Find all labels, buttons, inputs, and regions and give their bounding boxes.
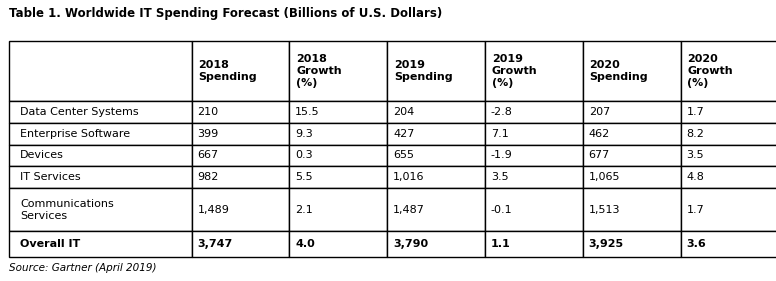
Bar: [9, 145, 192, 166]
Bar: [192, 166, 289, 188]
Bar: [387, 145, 485, 166]
Text: 5.5: 5.5: [296, 172, 313, 182]
Bar: [289, 166, 387, 188]
Text: Enterprise Software: Enterprise Software: [20, 129, 130, 139]
Text: 1.7: 1.7: [687, 107, 704, 117]
Bar: [681, 123, 776, 145]
Text: 4.8: 4.8: [687, 172, 705, 182]
Bar: [583, 123, 681, 145]
Text: 1.7: 1.7: [687, 205, 704, 214]
Text: 2019
Growth
(%): 2019 Growth (%): [492, 54, 538, 88]
Text: 15.5: 15.5: [296, 107, 320, 117]
Bar: [485, 188, 583, 231]
Text: 982: 982: [198, 172, 219, 182]
Text: 1,487: 1,487: [393, 205, 425, 214]
Text: Source: Gartner (April 2019): Source: Gartner (April 2019): [9, 262, 157, 273]
Text: 667: 667: [198, 150, 219, 160]
Text: 655: 655: [393, 150, 414, 160]
Bar: [192, 123, 289, 145]
Text: 2019
Spending: 2019 Spending: [394, 60, 452, 82]
Text: Table 1. Worldwide IT Spending Forecast (Billions of U.S. Dollars): Table 1. Worldwide IT Spending Forecast …: [9, 7, 442, 20]
Text: 677: 677: [589, 150, 610, 160]
Bar: [192, 41, 289, 101]
Text: 207: 207: [589, 107, 610, 117]
Text: -0.1: -0.1: [491, 205, 512, 214]
Bar: [583, 145, 681, 166]
Bar: [681, 101, 776, 123]
Bar: [485, 145, 583, 166]
Text: -1.9: -1.9: [491, 150, 513, 160]
Bar: [289, 41, 387, 101]
Text: 3,790: 3,790: [393, 239, 428, 249]
Bar: [681, 166, 776, 188]
Text: 7.1: 7.1: [491, 129, 508, 139]
Bar: [387, 101, 485, 123]
Bar: [289, 123, 387, 145]
Bar: [192, 188, 289, 231]
Text: 1,016: 1,016: [393, 172, 424, 182]
Text: 427: 427: [393, 129, 414, 139]
Bar: [583, 101, 681, 123]
Bar: [9, 101, 192, 123]
Text: 2020
Growth
(%): 2020 Growth (%): [688, 54, 733, 88]
Bar: [192, 145, 289, 166]
Bar: [192, 101, 289, 123]
Text: 9.3: 9.3: [296, 129, 313, 139]
Text: 2.1: 2.1: [296, 205, 313, 214]
Text: 3.5: 3.5: [687, 150, 704, 160]
Text: IT Services: IT Services: [20, 172, 81, 182]
Bar: [485, 101, 583, 123]
Text: 3.5: 3.5: [491, 172, 508, 182]
Text: 1,489: 1,489: [198, 205, 230, 214]
Text: 204: 204: [393, 107, 414, 117]
Bar: [681, 145, 776, 166]
Text: 4.0: 4.0: [296, 239, 315, 249]
Text: 399: 399: [198, 129, 219, 139]
Text: -2.8: -2.8: [491, 107, 513, 117]
Text: 2020
Spending: 2020 Spending: [590, 60, 648, 82]
Bar: [485, 166, 583, 188]
Bar: [583, 41, 681, 101]
Text: 1.1: 1.1: [491, 239, 511, 249]
Text: 462: 462: [589, 129, 610, 139]
Bar: [289, 188, 387, 231]
Bar: [9, 166, 192, 188]
Text: Devices: Devices: [20, 150, 64, 160]
Text: Data Center Systems: Data Center Systems: [20, 107, 139, 117]
Bar: [387, 41, 485, 101]
Bar: [9, 123, 192, 145]
Bar: [387, 188, 485, 231]
Bar: [9, 231, 192, 257]
Text: 210: 210: [198, 107, 219, 117]
Text: 2018
Spending: 2018 Spending: [199, 60, 257, 82]
Text: 3,747: 3,747: [198, 239, 233, 249]
Bar: [192, 231, 289, 257]
Bar: [9, 188, 192, 231]
Bar: [485, 123, 583, 145]
Bar: [289, 145, 387, 166]
Text: 8.2: 8.2: [687, 129, 705, 139]
Text: Communications
Services: Communications Services: [20, 198, 114, 221]
Bar: [681, 231, 776, 257]
Text: 1,513: 1,513: [589, 205, 620, 214]
Bar: [485, 41, 583, 101]
Bar: [289, 231, 387, 257]
Text: 3,925: 3,925: [589, 239, 624, 249]
Text: 3.6: 3.6: [687, 239, 706, 249]
Text: Overall IT: Overall IT: [20, 239, 81, 249]
Bar: [9, 41, 192, 101]
Bar: [681, 41, 776, 101]
Bar: [583, 166, 681, 188]
Bar: [681, 188, 776, 231]
Bar: [485, 231, 583, 257]
Bar: [583, 188, 681, 231]
Bar: [289, 101, 387, 123]
Text: 1,065: 1,065: [589, 172, 620, 182]
Bar: [387, 123, 485, 145]
Bar: [387, 231, 485, 257]
Bar: [387, 166, 485, 188]
Text: 2018
Growth
(%): 2018 Growth (%): [296, 54, 342, 88]
Bar: [583, 231, 681, 257]
Text: 0.3: 0.3: [296, 150, 313, 160]
